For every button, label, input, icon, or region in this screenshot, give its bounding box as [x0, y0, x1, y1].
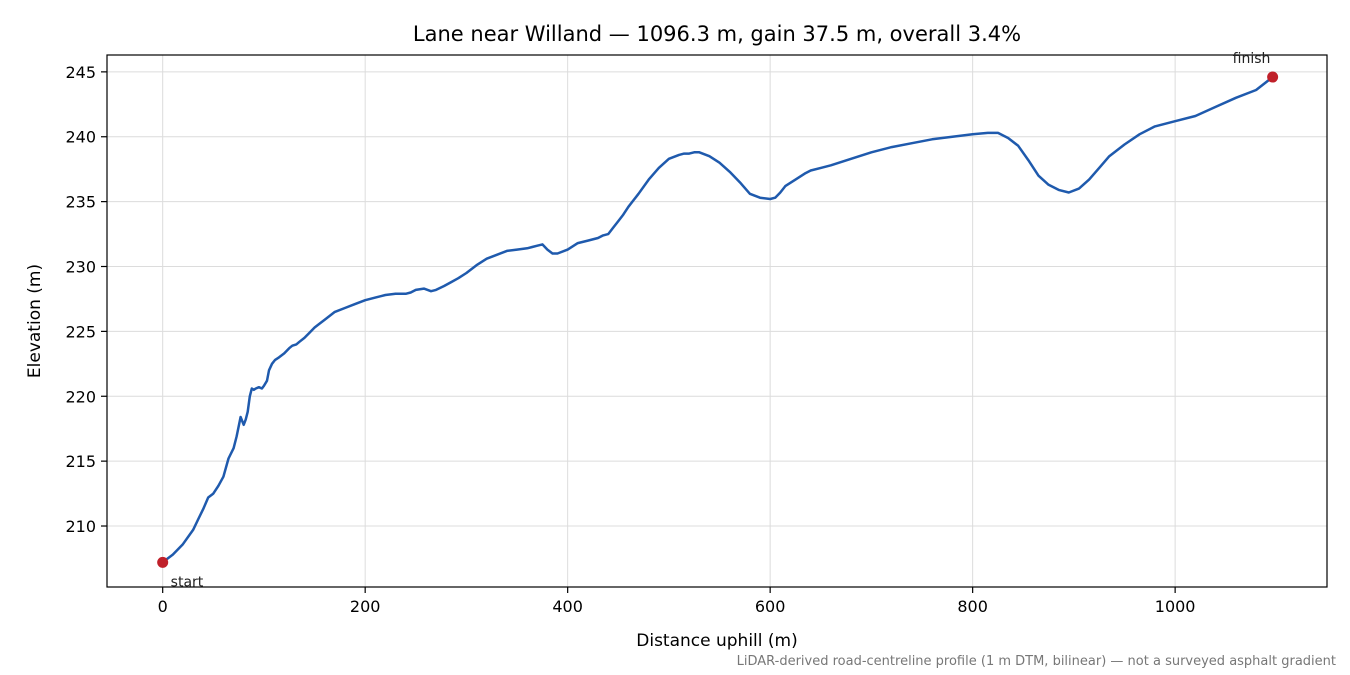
start-annotation: start [171, 574, 204, 590]
footnote: LiDAR-derived road-centreline profile (1… [737, 654, 1336, 669]
grid [107, 55, 1327, 587]
y-axis-ticks: 210 215 220 225 230 235 240 245 [65, 63, 107, 536]
x-tick-label: 0 [158, 597, 168, 616]
y-tick-label: 240 [65, 128, 96, 147]
y-tick-label: 245 [65, 63, 96, 82]
y-tick-label: 225 [65, 322, 96, 341]
y-tick-label: 215 [65, 452, 96, 471]
x-axis-ticks: 0 200 400 600 800 1000 [158, 587, 1196, 616]
y-tick-label: 220 [65, 387, 96, 406]
x-tick-label: 800 [957, 597, 988, 616]
x-tick-label: 1000 [1155, 597, 1196, 616]
endpoint-markers: start finish [157, 51, 1279, 590]
x-axis-label: Distance uphill (m) [636, 631, 797, 651]
plot-frame [106, 54, 1328, 588]
y-axis-label: Elevation (m) [25, 264, 45, 378]
elevation-series-line [161, 76, 1274, 564]
x-tick-label: 600 [755, 597, 786, 616]
start-marker [157, 556, 169, 568]
x-tick-label: 400 [552, 597, 583, 616]
finish-marker [1267, 71, 1279, 83]
finish-annotation: finish [1233, 51, 1271, 67]
x-tick-label: 200 [350, 597, 381, 616]
chart-title: Lane near Willand — 1096.3 m, gain 37.5 … [413, 22, 1021, 46]
y-tick-label: 210 [65, 517, 96, 536]
y-tick-label: 235 [65, 193, 96, 212]
y-tick-label: 230 [65, 258, 96, 277]
